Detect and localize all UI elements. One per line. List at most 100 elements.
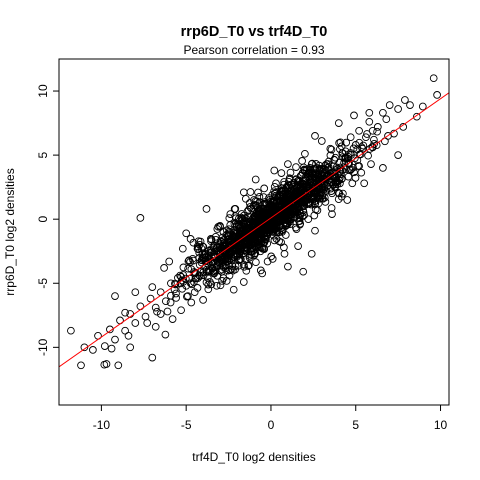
- data-point: [80, 343, 89, 352]
- data-point: [301, 149, 309, 158]
- data-point-cluster: [304, 215, 313, 224]
- data-point-cluster: [262, 230, 270, 239]
- data-point-cluster: [194, 245, 203, 254]
- data-point-cluster: [313, 206, 322, 215]
- data-point-cluster: [364, 151, 372, 160]
- data-point-cluster: [185, 256, 193, 265]
- data-point-cluster: [259, 193, 268, 201]
- data-point: [167, 279, 175, 288]
- data-point-cluster: [218, 277, 226, 285]
- data-point-cluster: [267, 252, 276, 261]
- data-point: [239, 188, 248, 197]
- data-point-cluster: [221, 261, 230, 269]
- data-point-cluster: [244, 237, 252, 246]
- data-point-cluster: [211, 232, 220, 241]
- data-point: [165, 257, 174, 266]
- data-point: [368, 126, 377, 135]
- data-point-cluster: [167, 291, 175, 300]
- data-point-cluster: [277, 169, 286, 177]
- data-point-cluster: [353, 145, 362, 154]
- data-point-cluster: [276, 217, 285, 226]
- data-point-cluster: [418, 102, 427, 111]
- data-point-cluster: [277, 212, 286, 220]
- data-point-cluster: [331, 183, 340, 192]
- data-point: [136, 214, 145, 222]
- data-point-cluster: [227, 236, 235, 245]
- data-point-cluster: [351, 174, 360, 182]
- data-point-cluster: [204, 285, 213, 294]
- data-point-cluster: [187, 280, 196, 289]
- data-point-cluster: [314, 199, 323, 208]
- data-point-cluster: [257, 228, 266, 237]
- data-point-cluster: [221, 264, 230, 273]
- data-point-cluster: [340, 154, 349, 162]
- x-axis-label: trf4D_T0 log2 densities: [192, 450, 315, 464]
- data-point-cluster: [179, 263, 188, 272]
- data-point: [343, 196, 352, 204]
- data-point-cluster: [270, 236, 279, 245]
- data-point: [251, 175, 260, 184]
- data-point-cluster: [295, 193, 303, 202]
- data-point: [202, 205, 211, 213]
- data-point-cluster: [344, 152, 353, 161]
- data-point: [328, 210, 336, 218]
- data-point-cluster: [249, 219, 257, 227]
- data-point-cluster: [245, 236, 254, 244]
- data-point: [124, 331, 133, 340]
- data-point-cluster: [266, 222, 274, 231]
- data-point-cluster: [194, 237, 203, 246]
- data-point-cluster: [280, 178, 288, 186]
- data-point-cluster: [234, 232, 243, 240]
- data-point-cluster: [201, 253, 210, 262]
- data-point-cluster: [285, 188, 294, 196]
- data-point-cluster: [310, 179, 318, 187]
- data-point-cluster: [166, 298, 175, 307]
- data-point: [394, 151, 402, 159]
- data-point-cluster: [298, 169, 307, 177]
- data-point-cluster: [290, 187, 298, 196]
- data-point-cluster: [292, 163, 300, 171]
- data-point: [365, 108, 374, 117]
- chart-title: rrp6D_T0 vs trf4D_T0: [181, 24, 328, 40]
- data-point-cluster: [241, 255, 250, 264]
- data-point-cluster: [243, 218, 251, 227]
- data-point: [67, 326, 75, 335]
- data-point: [382, 115, 391, 124]
- data-point-cluster: [223, 257, 232, 266]
- data-point-cluster: [186, 279, 195, 288]
- data-point-cluster: [258, 269, 267, 278]
- data-point-cluster: [100, 360, 109, 369]
- data-point-cluster: [324, 166, 333, 175]
- data-point-cluster: [326, 151, 335, 160]
- data-point-cluster: [242, 266, 251, 275]
- data-point-cluster: [250, 249, 259, 258]
- data-point-cluster: [207, 235, 215, 243]
- data-point-cluster: [308, 173, 316, 182]
- data-point-cluster: [222, 261, 230, 270]
- x-tick-label: -10: [93, 418, 111, 432]
- data-point: [317, 137, 326, 145]
- data-point-cluster: [258, 244, 267, 253]
- data-point-cluster: [252, 258, 260, 267]
- data-point-cluster: [183, 292, 191, 301]
- data-point-cluster: [277, 200, 285, 209]
- data-point-cluster: [320, 183, 329, 192]
- data-point-cluster: [186, 258, 194, 266]
- data-point-cluster: [330, 156, 339, 164]
- data-point-cluster: [221, 242, 229, 251]
- data-point: [229, 285, 238, 294]
- data-point: [299, 267, 308, 276]
- x-tick-label: 10: [434, 418, 448, 432]
- data-point-cluster: [357, 143, 366, 152]
- data-point-cluster: [231, 265, 239, 274]
- x-axis: -10 -5 0 5 10: [93, 405, 448, 432]
- data-point-cluster: [214, 222, 223, 231]
- data-point-cluster: [254, 188, 262, 197]
- data-point-cluster: [298, 199, 306, 208]
- data-point-cluster: [328, 189, 336, 198]
- data-point: [362, 133, 370, 142]
- data-point: [212, 281, 221, 290]
- data-point-cluster: [246, 188, 255, 196]
- data-point-cluster: [261, 198, 269, 206]
- data-point-cluster: [268, 202, 277, 210]
